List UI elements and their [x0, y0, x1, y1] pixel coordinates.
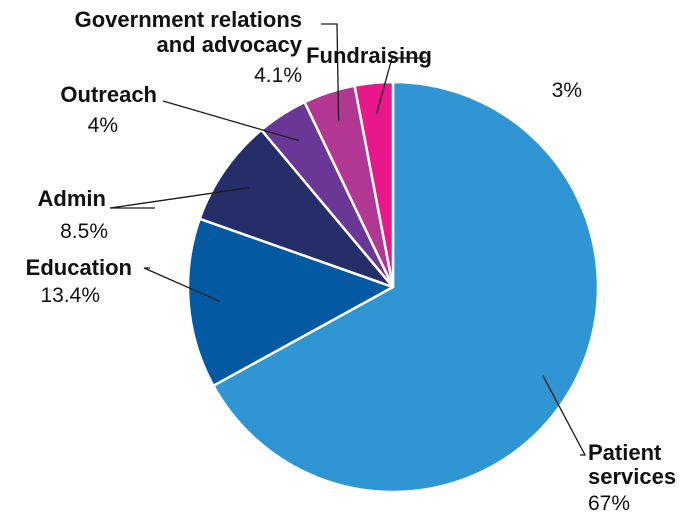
pie-slice-fundraising [353, 80, 395, 289]
slice-value-outreach: 4% [88, 114, 118, 137]
slice-value-patient-services: 67% [588, 492, 630, 515]
leader-line-education [143, 267, 220, 302]
leader-line-outreach [162, 100, 299, 142]
leader-line-government-relations-and-advocacy [321, 23, 340, 122]
slice-value-government-relations-and-advocacy: 4.1% [254, 64, 302, 87]
leader-lines [109, 23, 587, 456]
pie-slice-patient-services [212, 80, 600, 494]
slice-label-education-line-1: Education [26, 255, 132, 280]
slice-label-government-relations-and-advocacy-line-2: and advocacy [156, 32, 302, 57]
slice-value-fundraising: 3% [552, 79, 582, 102]
slice-label-government-relations-and-advocacy-line-1: Government relations [75, 7, 302, 32]
slice-label-patient-services-line-1: Patient [588, 440, 662, 465]
slice-value-admin: 8.5% [60, 220, 108, 243]
pie-slices [186, 80, 600, 494]
leader-line-admin [109, 187, 250, 209]
leader-line-patient-services [542, 375, 587, 456]
slice-label-admin-line-1: Admin [38, 186, 106, 211]
slice-value-education: 13.4% [40, 284, 100, 307]
slice-label-fundraising-line-1: Fundraising [306, 43, 432, 68]
slice-label-patient-services-line-2: services [588, 464, 676, 489]
pie-slice-education [186, 217, 395, 388]
slice-label-outreach-line-1: Outreach [60, 82, 157, 107]
leader-line-fundraising [375, 57, 426, 114]
pie-slice-admin [198, 128, 395, 289]
